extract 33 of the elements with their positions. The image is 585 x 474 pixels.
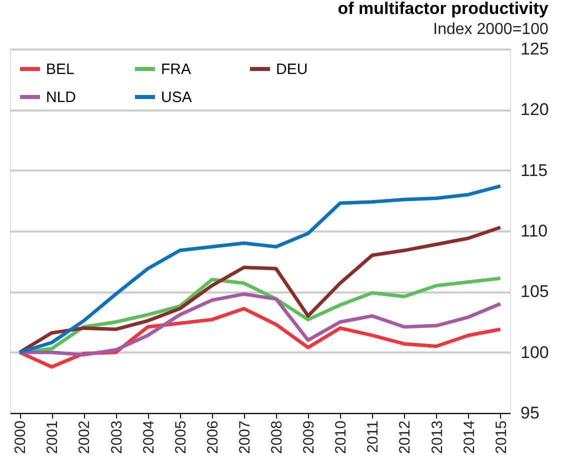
x-tick-label: 2007 <box>236 420 254 454</box>
x-tick-label: 2009 <box>300 420 318 454</box>
x-tick-label: 2006 <box>204 420 222 454</box>
legend-label: NLD <box>46 89 76 106</box>
y-tick-label: 125 <box>520 40 549 58</box>
x-tick-label: 2013 <box>428 420 446 454</box>
y-tick-label: 100 <box>520 342 549 362</box>
x-tick-label: 2015 <box>492 420 510 454</box>
y-tick-label: 105 <box>520 282 549 302</box>
x-tick-label: 2012 <box>396 420 414 454</box>
legend-label: FRA <box>161 61 191 78</box>
x-tick-label: 2008 <box>268 420 286 454</box>
legend-label: DEU <box>276 61 308 78</box>
y-axis-title: Index 2000=100 <box>433 21 548 38</box>
chart-title: of multifactor productivity <box>338 0 549 18</box>
line-series <box>18 184 502 354</box>
x-tick-label: 2014 <box>460 420 478 454</box>
x-tick-label: 2002 <box>76 420 94 454</box>
x-tick-label: 2001 <box>44 420 62 454</box>
y-tick-label: 110 <box>520 222 548 240</box>
y-tick-label: 95 <box>520 404 540 422</box>
legend-label: BEL <box>46 61 74 78</box>
legend-label: USA <box>161 89 192 106</box>
x-tick-label: 2005 <box>172 420 190 454</box>
x-tick-label: 2010 <box>332 420 350 454</box>
x-tick-label: 2003 <box>108 420 126 454</box>
line-series <box>18 226 502 354</box>
y-tick-label: 115 <box>520 160 548 180</box>
y-tick-label: 120 <box>520 100 549 120</box>
x-tick-label: 2011 <box>364 420 382 453</box>
x-tick-label: 2000 <box>12 420 30 454</box>
line-series <box>18 292 502 357</box>
x-tick-label: 2004 <box>140 420 158 454</box>
